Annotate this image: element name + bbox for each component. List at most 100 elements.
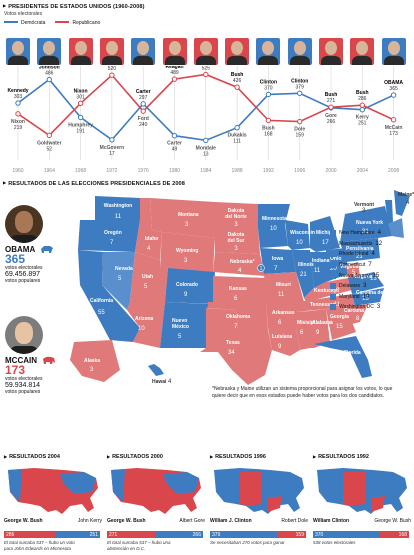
votes-north-dakota: 3 [234, 222, 238, 228]
data-point [171, 76, 178, 82]
mini-right-candidate: Robert Dole [281, 518, 308, 524]
label-michigan: Michigan [316, 230, 338, 236]
data-point [297, 118, 303, 125]
mini-left-bar: 379 [210, 531, 278, 538]
mini-right-candidate: Albert Gore [179, 518, 205, 524]
data-label: 168 [264, 131, 273, 137]
data-point [265, 117, 272, 124]
mini-left-candidate: George W. Bush [107, 518, 146, 524]
state-california [78, 250, 140, 342]
candidate-label: Nixon [11, 119, 25, 125]
x-tick-label: 1984 [200, 168, 211, 174]
data-point [15, 100, 21, 106]
president-portrait [381, 38, 406, 65]
votes-vermont: 3 [362, 208, 366, 214]
label-montana: Montana [178, 212, 199, 218]
mini-map-region [8, 469, 22, 502]
small-state-swatch [330, 251, 336, 258]
mini-result-3: RESULTADOS 1992 William Clinton George W. … [313, 454, 411, 552]
votes-hawaii: 4 [168, 379, 172, 385]
donkey-icon [41, 246, 53, 253]
votes-virginia: 13 [370, 276, 377, 282]
small-state-votes: 15 [372, 272, 380, 279]
mini-left-bar: 271 [107, 531, 155, 538]
data-point [203, 71, 209, 78]
small-state-row: Rhode Island 4 [330, 249, 382, 260]
label-new-mexico-2: México [172, 324, 189, 330]
president-portrait [319, 38, 343, 65]
label-texas: Texas [226, 340, 240, 346]
mini-right-bar: 266 [155, 531, 203, 538]
small-state-votes: 10 [362, 293, 370, 300]
state-nebraska [213, 252, 265, 276]
mini-left-candidate: William J. Clinton [210, 518, 252, 524]
mini-map [214, 468, 304, 514]
label-kansas: Kansas [229, 286, 247, 292]
small-state-row: Massachusetts 12 [330, 239, 382, 250]
candidate-label: Carter [167, 141, 182, 147]
data-label: 301 [76, 94, 85, 100]
legend-rep: Republicano [55, 20, 100, 26]
label-missouri: Misuri [276, 282, 291, 288]
data-point [359, 107, 365, 113]
mini-result-1: RESULTADOS 2000 George W. Bush Albert Gore… [107, 454, 205, 552]
candidate-label: Dole [294, 127, 305, 133]
candidate-label: Bush [356, 90, 369, 96]
candidate-label: Dukakis [228, 133, 247, 139]
mini-note: 538 votos electorales [313, 540, 356, 545]
small-state-swatch [330, 262, 336, 269]
state-texas [200, 308, 272, 385]
votes-indiana: 11 [314, 268, 321, 274]
state-new-england [388, 218, 404, 238]
mccain-electoral-votes: 173 [5, 363, 26, 377]
votes-pennsylvania: 21 [356, 254, 363, 260]
state-missouri [264, 272, 304, 302]
president-portrait [68, 38, 93, 65]
mini-map-region [240, 472, 262, 506]
marker-label: 1 [260, 266, 263, 272]
label-iowa: Iowa [272, 256, 283, 262]
mini-title: RESULTADOS 1992 [313, 454, 411, 460]
label-louisiana: Luisiana [272, 334, 293, 340]
x-tick-label: 1968 [75, 168, 86, 174]
state-nevada [102, 252, 135, 310]
label-arkansas: Arkansas [272, 310, 295, 316]
small-state-name: New Hampshire [339, 230, 375, 237]
data-label: 520 [108, 66, 117, 72]
data-point [15, 111, 21, 117]
state-new-york [340, 206, 392, 242]
mini-map [8, 468, 98, 514]
votes-colorado: 9 [184, 292, 188, 298]
state-maine [394, 190, 410, 216]
candidate-label: Bush [262, 125, 275, 131]
obama-popular-votes: 69.456.897 [5, 271, 41, 278]
small-state-row: Delaware 3 [330, 281, 382, 292]
small-state-name: Nueva Jersey [339, 272, 370, 279]
small-state-votes: 4 [371, 251, 375, 258]
mini-map-region [343, 472, 365, 506]
candidate-label: Reagan [165, 66, 183, 70]
data-point [359, 102, 365, 108]
state-alaska [70, 340, 120, 382]
candidate-label: Kennedy [7, 88, 28, 94]
legend-dem-swatch [4, 21, 18, 23]
candidate-label: McGovern [100, 145, 124, 151]
data-point [203, 137, 209, 144]
president-portrait [287, 38, 312, 65]
label-north-carolina: Carolina del Norte [356, 290, 399, 296]
votes-maine: 4 [406, 200, 410, 206]
x-tick-label: 2004 [357, 168, 368, 174]
obama-card: OBAMA 365 votos electorales 69.456.897 v… [5, 205, 57, 284]
state-wisconsin [285, 220, 310, 250]
data-label: 251 [358, 121, 367, 127]
president-portrait [350, 38, 375, 65]
small-state-row: Nueva Jersey 15 [330, 270, 382, 281]
data-point [390, 117, 397, 123]
label-georgia: Georgia [330, 314, 349, 320]
data-label: 426 [233, 78, 242, 84]
label-virginia: Virginia [354, 274, 372, 280]
president-portrait [193, 38, 218, 65]
state-tennessee [296, 294, 355, 312]
chart-title: PRESIDENTES DE ESTADOS UNIDOS (1960-2008… [3, 3, 145, 10]
obama-electoral-votes: 365 [5, 252, 26, 266]
